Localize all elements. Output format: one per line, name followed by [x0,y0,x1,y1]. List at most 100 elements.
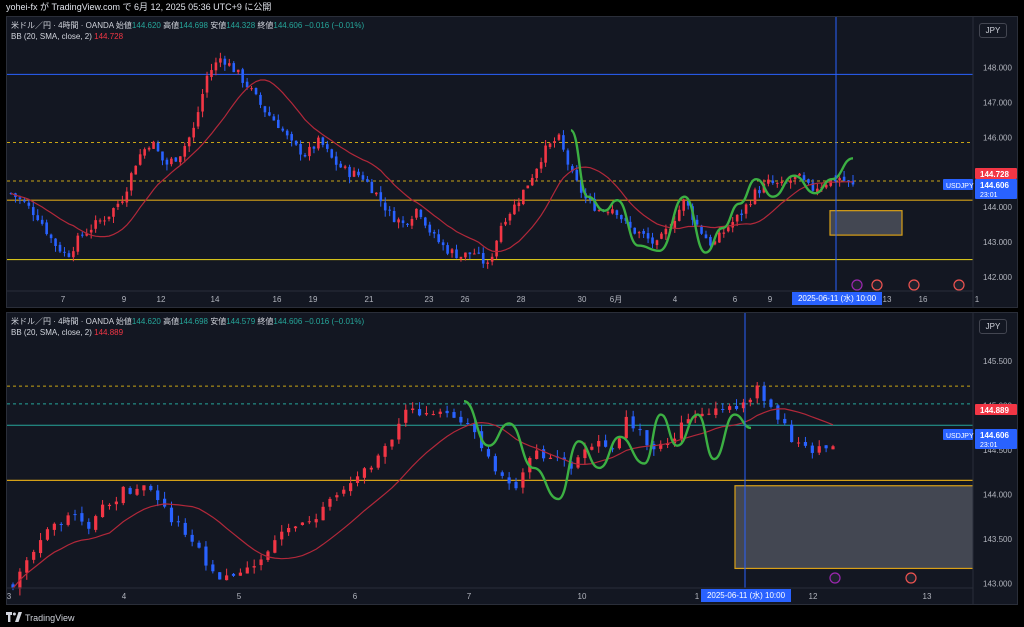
candle-body [677,209,681,221]
bb-label: BB (20, SMA, close, 2) [11,32,92,41]
time-tick-label: 4 [122,592,127,601]
symbol-ohlc-line: 米ドル／円 · 4時間 · OANDA 始値144.620 高値144.698 … [11,21,364,31]
candle-body [342,489,346,494]
currency-button[interactable]: JPY [979,23,1007,38]
candle-body [335,495,339,498]
time-tick-label: 13 [923,592,932,601]
economic-event-icon [829,572,841,584]
candle-body [290,134,293,141]
candle-body [49,234,53,239]
candle-body [807,179,810,183]
candle-body [798,173,801,176]
candle-body [468,252,472,255]
candle-body [535,168,538,178]
candle-body [156,143,160,152]
candle-body [94,516,98,530]
candle-body [816,188,819,193]
candle-body [477,252,481,254]
high-value: 144.698 [179,317,208,326]
candle-body [615,210,619,216]
candle-body [357,171,360,176]
countdown-text: 23:01 [980,192,998,199]
candle-body [352,170,356,177]
bb-basis-line [10,79,854,253]
chart-canvas-top[interactable]: 148.000147.000146.000145.000144.000143.0… [7,17,1018,308]
time-tick-label: 21 [365,295,374,304]
low-value: 144.579 [226,317,256,326]
candle-body [293,526,298,529]
crosshair-time-label [701,589,791,602]
candle-body [646,233,650,239]
candle-body [285,130,289,136]
candle-body [652,443,656,450]
price-tick-label: 142.000 [983,273,1012,282]
time-tick-label: 9 [768,295,773,304]
candle-body [390,439,394,447]
tradingview-icon [6,612,22,622]
candle-body [317,137,320,149]
currency-button[interactable]: JPY [979,319,1007,334]
candle-body [307,521,311,523]
bb-price-tag [975,168,1017,179]
candle-body [495,240,498,257]
price-tick-label: 143.000 [983,238,1012,247]
candle-body [481,253,485,264]
candle-body [419,209,423,218]
candle-body [294,140,298,145]
symbol-tag-text: USDJPY [946,433,974,440]
symbol-name: 米ドル／円 · 4時間 · OANDA [11,21,114,30]
candle-body [728,406,732,410]
candle-body [557,134,561,140]
chart-panel-bottom[interactable]: 145.500145.000144.500144.000143.500143.0… [6,312,1018,605]
candle-body [686,419,690,424]
change-value: −0.016 (−0.01%) [304,21,365,30]
candle-body [219,58,222,63]
bb-indicator-line[interactable]: BB (20, SMA, close, 2) 144.728 [11,32,123,42]
candle-body [486,262,489,264]
candle-body [388,209,391,211]
candle-body [147,147,151,150]
candle-body [149,485,153,490]
candle-body [714,408,718,415]
candle-body [452,412,456,418]
candle-body [98,220,102,222]
candle-body [204,546,208,566]
candle-body [851,180,855,185]
candle-body [802,175,806,180]
candle-body [66,515,70,525]
candle-body [740,213,743,216]
candle-body [753,189,757,204]
candle-body [624,416,628,439]
candle-body [441,242,445,246]
candle-body [459,416,463,423]
candle-body [87,521,91,529]
candle-body [404,409,408,423]
candle-body [196,112,200,127]
tradingview-logo[interactable]: TradingView [6,611,75,625]
candle-body [513,204,516,215]
candle-body [45,222,48,235]
candle-body [59,523,63,525]
candle-body [32,551,36,560]
time-tick-label: 1 [695,592,700,601]
chart-canvas-bottom[interactable]: 145.500145.000144.500144.000143.500143.0… [7,313,1018,605]
candle-body [741,402,746,409]
bb-indicator-line[interactable]: BB (20, SMA, close, 2) 144.889 [11,328,123,338]
candle-body [611,209,614,214]
candle-body [597,209,601,211]
candle-body [238,572,242,576]
candle-body [553,141,556,143]
candle-body [72,251,75,258]
candle-body [651,237,654,244]
candle-body [734,405,739,409]
chart-panel-top[interactable]: 148.000147.000146.000145.000144.000143.0… [6,16,1018,308]
candle-body [493,456,497,472]
candle-body [638,428,642,431]
publish-header: yohei-fx が TradingView.com で 6月 12, 2025… [0,0,1024,15]
candle-body [473,423,477,433]
candle-body [655,240,659,246]
candle-body [272,116,276,121]
candle-body [810,445,814,453]
tradingview-label: TradingView [25,613,75,623]
change-value: −0.016 (−0.01%) [304,317,365,326]
